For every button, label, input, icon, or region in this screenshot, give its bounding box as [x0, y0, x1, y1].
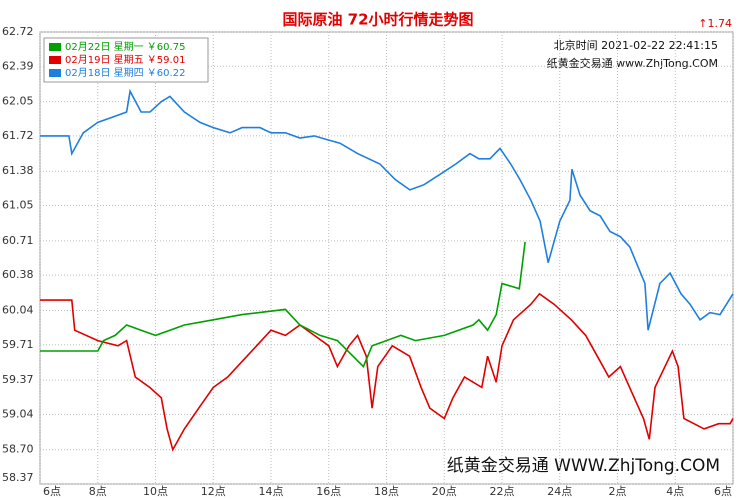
y-tick-label: 62.05 — [2, 95, 34, 108]
y-tick-label: 58.37 — [2, 471, 34, 484]
series-line — [40, 292, 734, 452]
y-tick-label: 61.72 — [2, 129, 34, 142]
y-tick-label: 60.38 — [2, 268, 34, 281]
x-tick-label: 24点 — [547, 485, 572, 498]
x-tick-label: 6点 — [714, 485, 732, 498]
y-tick-label: 61.38 — [2, 164, 34, 177]
y-tick-label: 62.39 — [2, 59, 34, 72]
legend-box — [43, 37, 209, 83]
y-tick-label: 59.71 — [2, 338, 34, 351]
legend-label: 02月19日 星期五 ￥59.01 — [65, 54, 185, 66]
x-tick-label: 18点 — [374, 485, 399, 498]
legend-swatch — [49, 69, 61, 77]
x-tick-label: 4点 — [666, 485, 684, 498]
y-tick-label: 59.04 — [2, 407, 34, 420]
x-tick-label: 16点 — [316, 485, 341, 498]
y-tick-label: 61.05 — [2, 199, 34, 212]
x-tick-label: 6点 — [43, 485, 61, 498]
change: ↑1.74 — [698, 17, 732, 30]
x-tick-label: 8点 — [89, 485, 107, 498]
source: 纸黄金交易通 www.ZhjTong.COM — [547, 56, 718, 70]
y-tick-label: 59.37 — [2, 373, 34, 386]
legend-swatch — [49, 56, 61, 64]
x-tick-label: 22点 — [490, 485, 515, 498]
chart-title: 国际原油 72小时行情走势图 — [282, 11, 473, 29]
y-tick-label: 60.04 — [2, 303, 34, 316]
x-tick-label: 2点 — [609, 485, 627, 498]
legend-label: 02月22日 星期一 ￥60.75 — [65, 41, 185, 53]
x-tick-label: 14点 — [259, 485, 284, 498]
legend-swatch — [49, 43, 61, 51]
series-line — [40, 241, 526, 369]
y-tick-label: 58.70 — [2, 443, 34, 456]
legend-label: 02月18日 星期四 ￥60.22 — [65, 67, 185, 79]
timestamp: 北京时间 2021-02-22 22:41:15 — [554, 38, 718, 52]
x-tick-label: 10点 — [143, 485, 168, 498]
watermark: 纸黄金交易通 WWW.ZhjTong.COM — [447, 456, 720, 476]
x-tick-label: 12点 — [201, 485, 226, 498]
series-line — [40, 88, 734, 331]
y-tick-label: 62.72 — [2, 25, 34, 38]
y-tick-label: 60.71 — [2, 234, 34, 247]
x-tick-label: 20点 — [432, 485, 457, 498]
